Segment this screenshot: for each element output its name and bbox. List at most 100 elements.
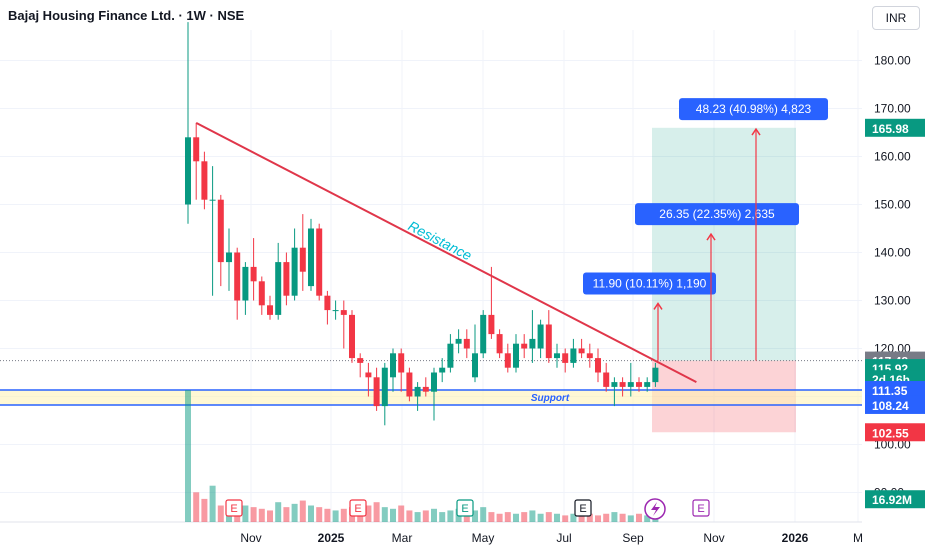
candle-body <box>504 353 511 368</box>
candle-body <box>611 382 618 387</box>
candle-body <box>627 382 634 387</box>
earnings-marker-label: E <box>230 503 237 515</box>
currency-button[interactable]: INR <box>872 6 920 30</box>
price-tag-label: 102.55 <box>872 426 909 440</box>
candle-body <box>431 372 437 392</box>
volume-bar <box>562 515 569 522</box>
candle-body <box>439 367 446 373</box>
candle-body <box>619 382 626 387</box>
earnings-marker-label: E <box>579 503 586 515</box>
candle-body <box>496 334 503 354</box>
target-arrow-head <box>751 127 761 136</box>
candle-body <box>258 281 265 306</box>
candle-body <box>299 247 306 272</box>
candle-body <box>488 314 495 335</box>
candle-body <box>603 372 610 387</box>
volume-bar <box>242 505 249 522</box>
volume-bar <box>217 505 224 522</box>
resistance-label: Resistance <box>406 217 475 263</box>
x-tick-label: Nov <box>703 531 724 545</box>
price-tag-label: 111.35 <box>872 384 908 398</box>
x-tick-label: Jul <box>556 531 571 545</box>
candle-body <box>226 252 232 263</box>
candle-body <box>513 343 519 368</box>
earnings-marker-label: E <box>461 503 468 515</box>
volume-bar <box>627 515 634 522</box>
candle-body <box>644 382 651 387</box>
earnings-marker <box>349 499 367 517</box>
x-tick-label: Sep <box>622 531 644 545</box>
volume-bar <box>472 510 478 522</box>
candle-body <box>373 377 380 407</box>
candle-body <box>595 358 601 373</box>
candle-body <box>463 338 470 349</box>
volume-bar <box>636 513 642 522</box>
y-tick-label: 140.00 <box>874 246 911 260</box>
price-tag-label: 16.92M <box>872 493 912 507</box>
volume-bar <box>529 510 536 522</box>
x-tick-label: M <box>853 531 863 545</box>
candle-body <box>193 137 200 162</box>
earnings-marker-label: E <box>697 503 704 515</box>
candle-body <box>390 353 396 378</box>
volume-bar <box>398 505 405 522</box>
candle-body <box>349 314 355 359</box>
volume-bar <box>299 500 306 522</box>
volume-bar <box>365 505 372 522</box>
earnings-marker-label: E <box>354 503 361 515</box>
x-tick-label: 2025 <box>318 531 345 545</box>
candle-body <box>267 305 273 315</box>
volume-bar <box>373 502 380 522</box>
price-tag-label: 108.24 <box>872 399 909 413</box>
target-label: 48.23 (40.98%) 4,823 <box>696 102 812 116</box>
x-tick-label: Nov <box>240 531 261 545</box>
candle-body <box>398 353 405 373</box>
candle-body <box>185 137 191 205</box>
candle-body <box>340 310 347 315</box>
volume-bar <box>578 515 585 522</box>
volume-bar <box>324 508 331 522</box>
price-tag-box <box>865 490 925 509</box>
candle-body <box>201 161 208 200</box>
target-label-box <box>583 272 716 295</box>
candle-body <box>365 372 372 378</box>
candle-body <box>283 262 290 296</box>
y-tick-label: 160.00 <box>874 150 911 164</box>
y-tick-label: 130.00 <box>874 294 911 308</box>
x-tick-label: Mar <box>392 531 413 545</box>
volume-bar <box>193 492 200 522</box>
volume-bar <box>340 508 347 522</box>
price-tag-box <box>865 423 925 442</box>
candle-body <box>636 382 642 387</box>
candle-body <box>472 353 478 378</box>
volume-bar <box>390 508 396 522</box>
target-arrow-head <box>706 232 716 241</box>
x-tick-label: May <box>472 531 495 545</box>
candle-body <box>554 353 560 359</box>
target-arrow-head <box>653 302 663 310</box>
volume-bar <box>258 508 265 522</box>
x-tick-label: 2026 <box>782 531 809 545</box>
volume-bar <box>275 502 282 522</box>
earnings-marker <box>456 499 474 517</box>
candle-body <box>529 338 536 349</box>
lightning-icon <box>651 502 660 516</box>
candle-body <box>242 266 249 301</box>
candle-body <box>562 353 569 363</box>
candle-body <box>545 324 552 359</box>
candle-body <box>332 310 339 312</box>
volume-bar <box>308 505 314 522</box>
y-tick-label: 170.00 <box>874 102 911 116</box>
target-label-box <box>679 98 828 121</box>
volume-bar <box>447 510 454 522</box>
volume-bar <box>209 485 216 522</box>
candle-body <box>209 199 216 201</box>
target-label: 26.35 (22.35%) 2,635 <box>659 207 775 221</box>
target-label: 11.90 (10.11%) 1,190 <box>593 276 707 290</box>
candle-body <box>414 386 421 397</box>
earnings-marker <box>225 499 243 517</box>
volume-bar <box>185 390 191 522</box>
candle-body <box>652 367 659 383</box>
candle-body <box>324 295 331 311</box>
